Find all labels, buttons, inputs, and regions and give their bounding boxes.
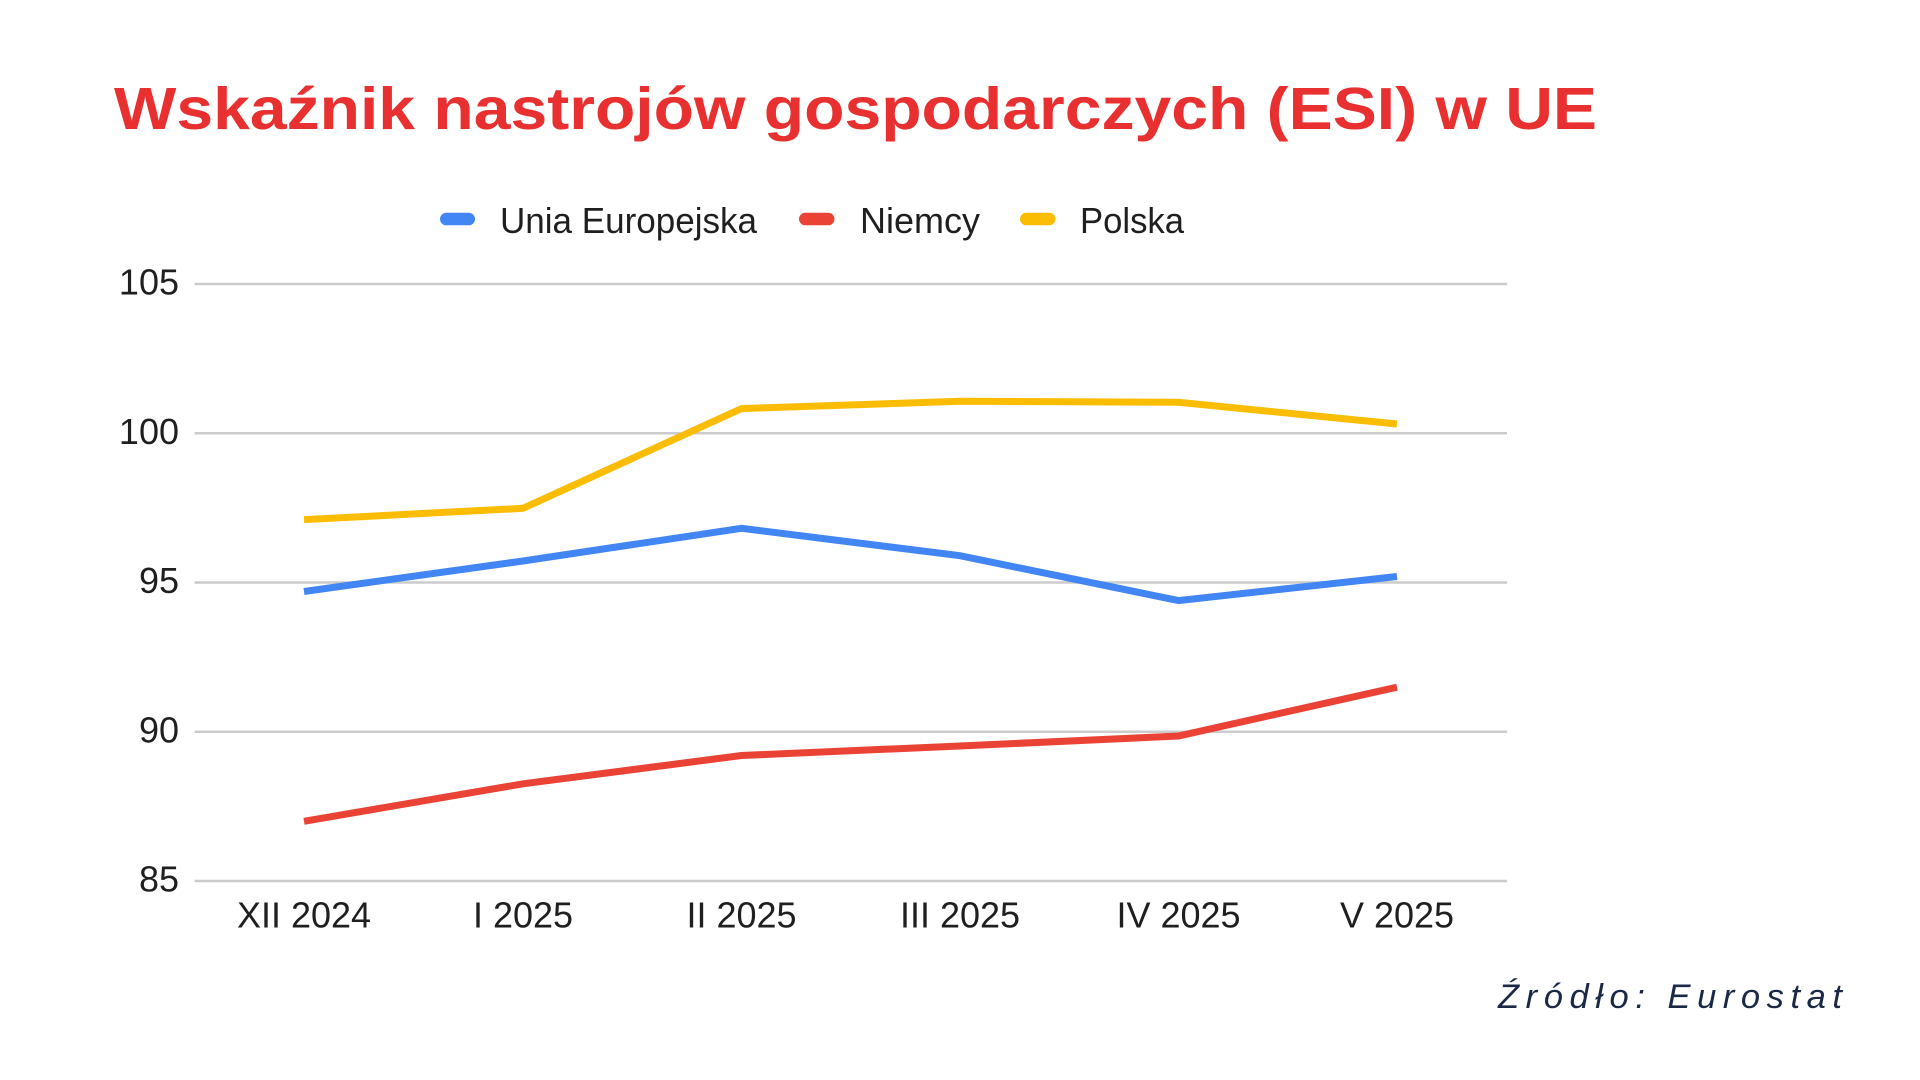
svg-text:V 2025: V 2025 bbox=[1340, 895, 1454, 936]
svg-text:I 2025: I 2025 bbox=[473, 895, 573, 936]
svg-text:IV 2025: IV 2025 bbox=[1116, 895, 1240, 936]
svg-text:Niemcy: Niemcy bbox=[860, 200, 980, 241]
svg-text:105: 105 bbox=[119, 262, 179, 303]
svg-text:III 2025: III 2025 bbox=[900, 895, 1020, 936]
svg-text:Źródło: Eurostat: Źródło: Eurostat bbox=[1497, 977, 1843, 1016]
svg-text:Wskaźnik nastrojów gospodarczy: Wskaźnik nastrojów gospodarczych (ESI) w… bbox=[114, 75, 1597, 142]
svg-text:90: 90 bbox=[139, 709, 179, 750]
svg-text:95: 95 bbox=[139, 560, 179, 601]
svg-text:Unia Europejska: Unia Europejska bbox=[500, 200, 758, 241]
svg-text:100: 100 bbox=[119, 411, 179, 452]
svg-text:XII 2024: XII 2024 bbox=[237, 895, 371, 936]
svg-text:85: 85 bbox=[139, 859, 179, 900]
svg-text:II 2025: II 2025 bbox=[686, 895, 796, 936]
svg-text:Polska: Polska bbox=[1080, 200, 1185, 241]
